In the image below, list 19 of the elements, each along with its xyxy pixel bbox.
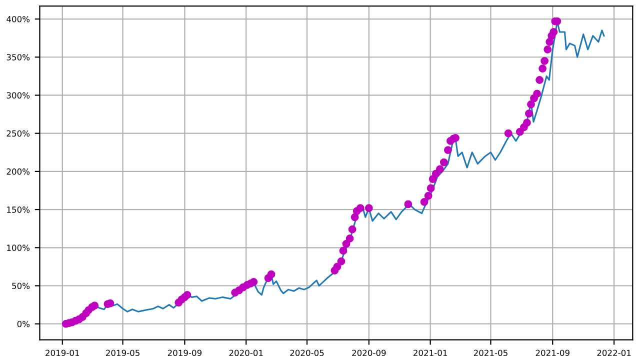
y-tick-label: 0% — [17, 320, 30, 328]
x-tick-label: 2019-05 — [106, 350, 140, 356]
y-tick-label: 150% — [7, 206, 30, 213]
y-tick-label: 350% — [6, 54, 30, 60]
x-tick-label: 2019-09 — [168, 350, 202, 356]
y-tick-label: 200% — [6, 168, 30, 175]
y-tick-label: 100% — [7, 244, 30, 251]
y-tick-label: 50% — [12, 282, 30, 290]
x-tick-label: 2022-01 — [597, 350, 631, 356]
x-tick-label: 2019-01 — [46, 350, 80, 356]
y-tick-label: 300% — [6, 92, 30, 99]
x-tick-label: 2021-09 — [536, 350, 570, 356]
x-tick-label: 2020-05 — [290, 350, 324, 356]
y-tick-label: 250% — [6, 130, 30, 137]
x-tick-label: 2020-09 — [352, 350, 386, 356]
x-tick-label: 2021-01 — [414, 350, 447, 356]
x-tick-label: 2021-05 — [474, 350, 508, 356]
x-tick-label: 2020-01 — [229, 350, 263, 356]
y-tick-label: 400% — [6, 16, 30, 22]
